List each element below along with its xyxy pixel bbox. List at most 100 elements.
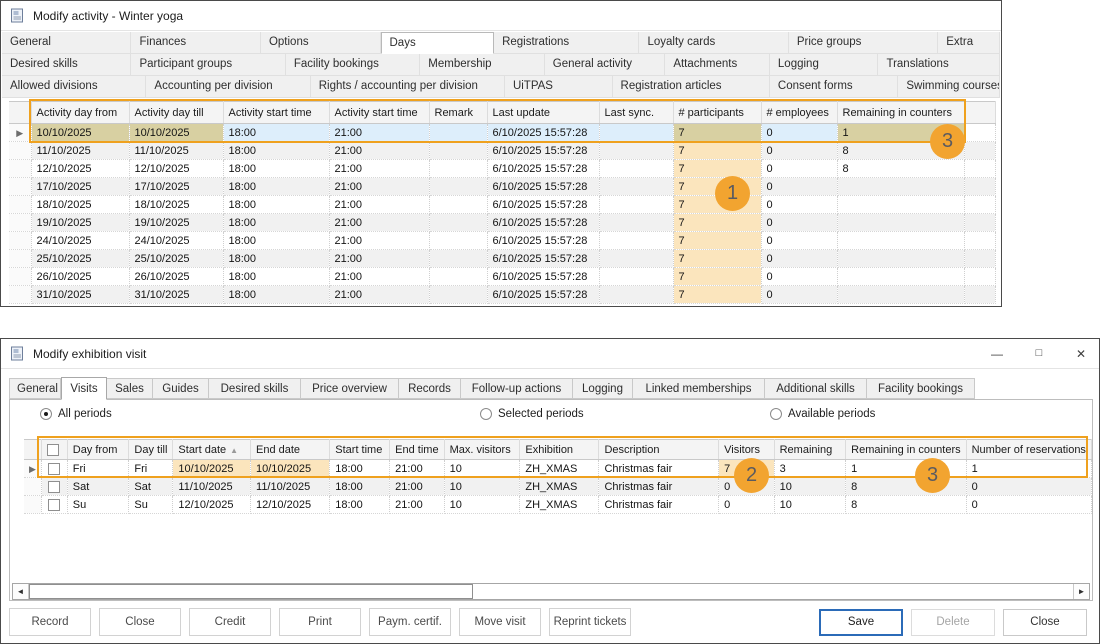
column-header-last-sync[interactable]: Last sync. <box>599 101 674 124</box>
table-row[interactable]: 26/10/2025 26/10/2025 18:00 21:00 6/10/2025 … <box>9 267 996 286</box>
tab-attachments[interactable]: Attachments <box>665 54 770 76</box>
row-checkbox[interactable] <box>48 498 61 511</box>
tab-visits[interactable]: Visits <box>61 377 107 400</box>
tab-guides[interactable]: Guides <box>153 378 209 399</box>
scroll-right-icon[interactable]: ► <box>1073 584 1089 599</box>
tab-records[interactable]: Records <box>399 378 461 399</box>
minimize-icon[interactable]: — <box>991 346 1003 361</box>
row-checkbox-cell <box>41 477 68 496</box>
column-header-last-update[interactable]: Last update <box>487 101 600 124</box>
column-header-end-date[interactable]: End date <box>250 439 331 460</box>
table-row[interactable]: 19/10/2025 19/10/2025 18:00 21:00 6/10/2025 … <box>9 213 996 232</box>
move-visit-button[interactable]: Move visit <box>459 608 541 636</box>
paym-certif-button[interactable]: Paym. certif. <box>369 608 451 636</box>
column-header-remaining[interactable]: Remaining <box>774 439 847 460</box>
tab-facility-bookings[interactable]: Facility bookings <box>285 54 421 76</box>
tab-rights-accounting-per-division[interactable]: Rights / accounting per division <box>310 76 505 98</box>
tab-additional-skills[interactable]: Additional skills <box>765 378 867 399</box>
tab-sales[interactable]: Sales <box>107 378 153 399</box>
table-row[interactable]: 11/10/2025 11/10/2025 18:00 21:00 6/10/2025 … <box>9 141 996 160</box>
cell: 0 <box>761 177 838 196</box>
radio-available-periods[interactable]: Available periods <box>770 408 875 420</box>
tab-translations[interactable]: Translations <box>878 54 1000 76</box>
column-header-number-of-reservations[interactable]: Number of reservations <box>966 439 1093 460</box>
close-icon[interactable]: ✕ <box>1075 346 1087 361</box>
cell <box>429 249 488 268</box>
credit-button[interactable]: Credit <box>189 608 271 636</box>
tab-desired-skills[interactable]: Desired skills <box>2 54 132 76</box>
table-row[interactable]: 31/10/2025 31/10/2025 18:00 21:00 6/10/2025 … <box>9 285 996 304</box>
column-header-remaining-in-counters[interactable]: Remaining in counters <box>837 101 965 124</box>
tab-swimming-courses[interactable]: Swimming courses <box>898 76 1000 98</box>
radio-all-periods[interactable]: All periods <box>40 408 112 420</box>
column-header-employees[interactable]: # employees <box>761 101 838 124</box>
column-header-activity-start-time[interactable]: Activity start time <box>329 101 430 124</box>
column-header-activity-day-from[interactable]: Activity day from <box>31 101 130 124</box>
tab-linked-memberships[interactable]: Linked memberships <box>633 378 765 399</box>
modify-exhibition-window: Modify exhibition visit — □ ✕ General Vis… <box>0 338 1100 644</box>
tab-facility-bookings[interactable]: Facility bookings <box>867 378 975 399</box>
close-button[interactable]: Close <box>99 608 181 636</box>
tab-price-groups[interactable]: Price groups <box>788 32 939 54</box>
reprint-tickets-button[interactable]: Reprint tickets <box>549 608 631 636</box>
tab-finances[interactable]: Finances <box>131 32 261 54</box>
cell: Su <box>128 495 174 514</box>
close-button[interactable]: Close <box>1003 608 1087 636</box>
table-row[interactable]: 18/10/2025 18/10/2025 18:00 21:00 6/10/2025 … <box>9 195 996 214</box>
column-header-activity-start-time[interactable]: Activity start time <box>223 101 330 124</box>
tab-follow-up-actions[interactable]: Follow-up actions <box>461 378 573 399</box>
tab-membership[interactable]: Membership <box>420 54 545 76</box>
radio-selected-periods[interactable]: Selected periods <box>480 408 584 420</box>
tab-registration-articles[interactable]: Registration articles <box>612 76 770 98</box>
row-checkbox[interactable] <box>48 480 61 493</box>
tab-general[interactable]: General <box>2 32 132 54</box>
column-header-day-till[interactable]: Day till <box>128 439 174 460</box>
scrollbar-thumb[interactable] <box>29 584 473 599</box>
row-indicator-cell <box>9 213 32 232</box>
tab-participant-groups[interactable]: Participant groups <box>131 54 286 76</box>
column-header-start-date[interactable]: Start date ▲ <box>172 439 252 460</box>
tab-price-overview[interactable]: Price overview <box>301 378 399 399</box>
table-row[interactable]: Su Su 12/10/2025 12/10/2025 18:00 21:00 10 ZH_X… <box>24 495 1093 514</box>
horizontal-scrollbar[interactable]: ◄ ► <box>12 583 1090 600</box>
tab-consent-forms[interactable]: Consent forms <box>769 76 899 98</box>
column-header-participants[interactable]: # participants <box>673 101 762 124</box>
column-header-exhibition[interactable]: Exhibition <box>519 439 600 460</box>
tab-allowed-divisions[interactable]: Allowed divisions <box>2 76 147 98</box>
table-row[interactable]: 17/10/2025 17/10/2025 18:00 21:00 6/10/2025 … <box>9 177 996 196</box>
save-button[interactable]: Save <box>819 608 903 636</box>
column-header-max-visitors[interactable]: Max. visitors <box>444 439 521 460</box>
tab-extra[interactable]: Extra <box>938 32 1001 54</box>
tab-uitpas[interactable]: UiTPAS <box>504 76 613 98</box>
tab-loyalty-cards[interactable]: Loyalty cards <box>639 32 789 54</box>
column-header-day-from[interactable]: Day from <box>67 439 130 460</box>
tab-options[interactable]: Options <box>260 32 381 54</box>
column-header-remark[interactable]: Remark <box>429 101 488 124</box>
column-header-end-time[interactable]: End time <box>389 439 445 460</box>
table-row[interactable]: ▶ 10/10/2025 10/10/2025 18:00 21:00 6/10/2025… <box>9 123 996 142</box>
column-header-visitors[interactable]: Visitors <box>718 439 775 460</box>
tab-general[interactable]: General <box>9 378 61 399</box>
row-checkbox[interactable] <box>48 462 61 475</box>
tab-general-activity[interactable]: General activity <box>544 54 666 76</box>
tab-registrations[interactable]: Registrations <box>494 32 640 54</box>
maximize-icon[interactable]: □ <box>1035 346 1043 359</box>
cell: 7 <box>673 123 762 142</box>
table-row[interactable]: 12/10/2025 12/10/2025 18:00 21:00 6/10/2025 … <box>9 159 996 178</box>
cell: 18:00 <box>223 177 330 196</box>
tab-desired-skills[interactable]: Desired skills <box>209 378 301 399</box>
tab-logging[interactable]: Logging <box>573 378 633 399</box>
table-row[interactable]: 24/10/2025 24/10/2025 18:00 21:00 6/10/2025 … <box>9 231 996 250</box>
scroll-left-icon[interactable]: ◄ <box>13 584 29 599</box>
tab-days[interactable]: Days <box>380 32 495 54</box>
table-row[interactable]: 25/10/2025 25/10/2025 18:00 21:00 6/10/2025 … <box>9 249 996 268</box>
column-header-description[interactable]: Description <box>598 439 720 460</box>
tab-accounting-per-division[interactable]: Accounting per division <box>146 76 311 98</box>
column-header-start-time[interactable]: Start time <box>329 439 391 460</box>
tab-logging[interactable]: Logging <box>769 54 879 76</box>
record-button[interactable]: Record <box>9 608 91 636</box>
column-header-remaining-in-counters[interactable]: Remaining in counters <box>845 439 967 460</box>
select-all-checkbox[interactable] <box>41 439 68 460</box>
print-button[interactable]: Print <box>279 608 361 636</box>
column-header-activity-day-till[interactable]: Activity day till <box>129 101 224 124</box>
